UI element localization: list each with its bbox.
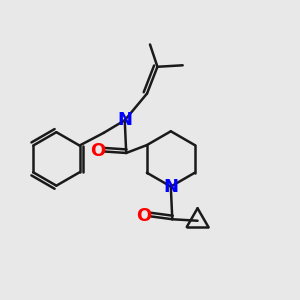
Text: N: N xyxy=(117,111,132,129)
Text: O: O xyxy=(136,207,151,225)
Text: O: O xyxy=(90,142,105,160)
Text: N: N xyxy=(163,178,178,196)
